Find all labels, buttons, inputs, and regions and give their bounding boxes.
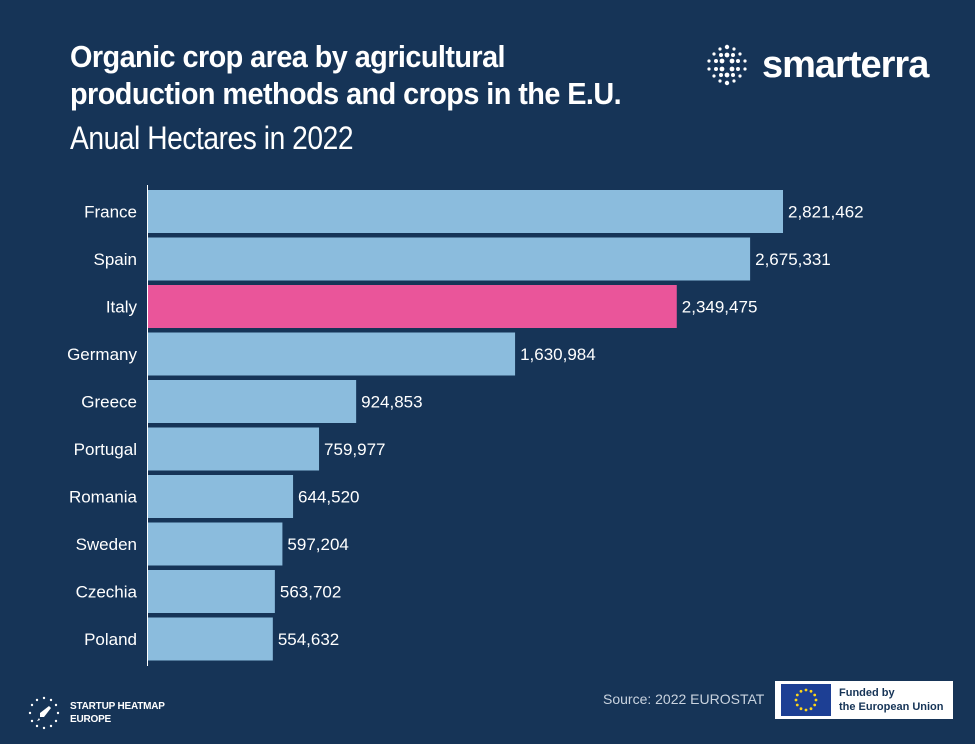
startup-heatmap-logo: STARTUP HEATMAP EUROPE [26,695,165,731]
category-label: Germany [67,345,137,364]
rocket-icon [28,696,60,730]
category-label: Italy [106,298,138,317]
startup-label-line1: STARTUP HEATMAP [70,701,165,712]
value-label: 644,520 [298,488,359,507]
smarterra-logo: smarterra [704,40,929,90]
dot-grid-logo-icon [707,44,747,86]
category-label: Poland [84,630,137,649]
brand-name: smarterra [762,43,929,86]
bar-poland [148,617,273,661]
bar-greece [148,380,357,423]
category-label: Greece [81,393,137,412]
bar-portugal [148,427,320,471]
eu-funding-badge: Funded by the European Union [775,681,953,719]
category-label: France [84,203,137,222]
value-label: 597,204 [287,535,348,554]
bar-czechia [148,570,275,613]
bar-italy [148,285,677,328]
category-label: Portugal [74,440,137,459]
bar-spain [148,237,751,281]
bar-france [148,190,783,233]
value-label: 924,853 [361,393,422,412]
value-label: 2,349,475 [682,298,758,317]
source-note: Source: 2022 EUROSTAT [603,691,765,707]
value-label: 2,821,462 [788,203,864,222]
eu-label-line1: Funded by [839,687,895,699]
value-label: 554,632 [278,630,339,649]
eu-flag-icon [781,684,831,716]
category-label: Spain [94,250,137,269]
category-label: Romania [69,488,138,507]
bar-sweden [148,522,283,566]
chart-subtitle: Anual Hectares in 2022 [70,120,354,156]
startup-label-line2: EUROPE [70,714,112,725]
eu-label-line2: the European Union [839,701,944,713]
bar-germany [148,332,516,376]
value-label: 759,977 [324,440,385,459]
value-label: 2,675,331 [755,250,831,269]
bar-romania [148,475,294,518]
category-label: Sweden [76,535,137,554]
value-label: 1,630,984 [520,345,596,364]
category-label: Czechia [76,583,138,602]
chart-title: Organic crop area by agricultural produc… [70,39,622,111]
value-label: 563,702 [280,583,341,602]
